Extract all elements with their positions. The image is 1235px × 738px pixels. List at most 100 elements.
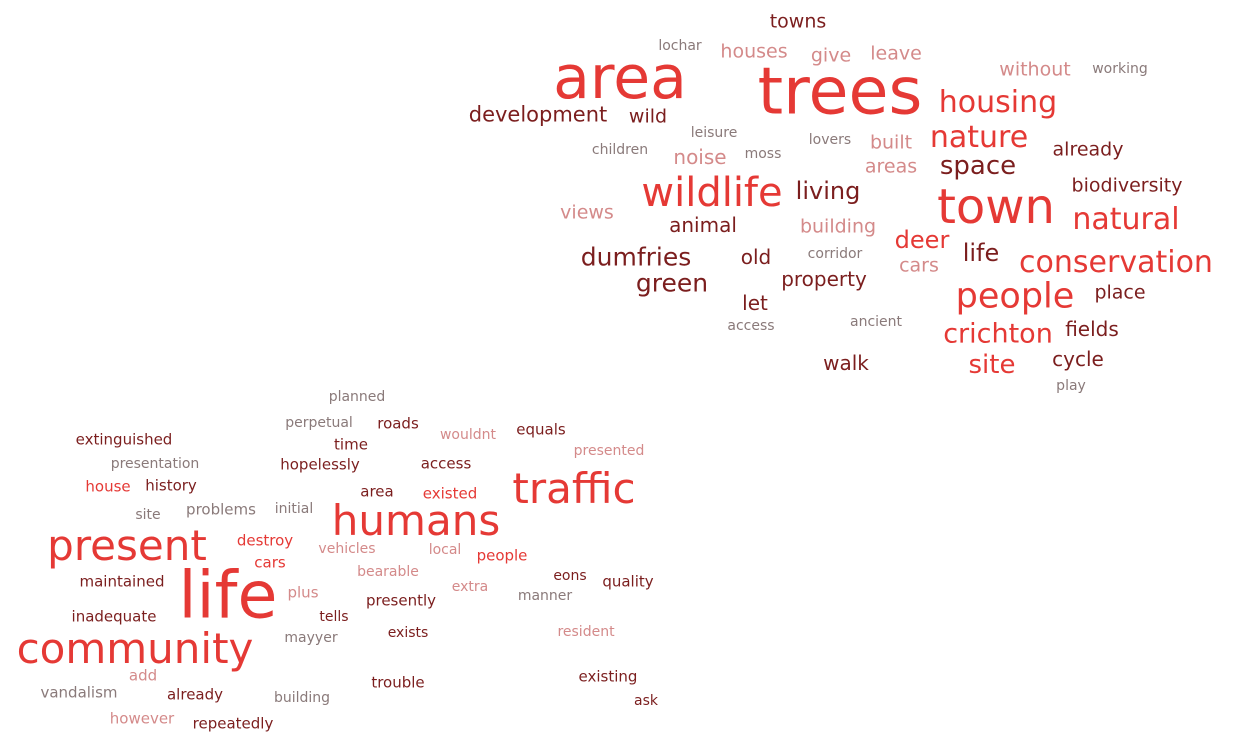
word-area: area bbox=[360, 482, 394, 501]
word-mayyer: mayyer bbox=[284, 630, 338, 646]
word-already: already bbox=[1052, 138, 1124, 161]
word-towns: towns bbox=[769, 10, 827, 33]
word-leisure: leisure bbox=[690, 125, 738, 141]
word-fields: fields bbox=[1065, 317, 1119, 341]
word-presented: presented bbox=[573, 443, 645, 459]
word-inadequate: inadequate bbox=[71, 607, 157, 626]
word-resident: resident bbox=[557, 624, 615, 640]
word-existed: existed bbox=[422, 484, 478, 503]
word-children: children bbox=[591, 142, 649, 158]
word-plus: plus bbox=[287, 583, 319, 602]
word-lovers: lovers bbox=[808, 132, 852, 148]
word-trees: trees bbox=[757, 54, 923, 130]
word-access: access bbox=[727, 318, 775, 334]
word-views: views bbox=[560, 201, 614, 224]
word-people: people bbox=[476, 546, 528, 565]
word-present: present bbox=[47, 521, 207, 570]
word-initial: initial bbox=[274, 501, 314, 517]
word-without: without bbox=[999, 58, 1071, 81]
word-presentation: presentation bbox=[110, 456, 200, 472]
word-hopelessly: hopelessly bbox=[280, 455, 360, 474]
word-working: working bbox=[1092, 61, 1148, 77]
word-biodiversity: biodiversity bbox=[1071, 174, 1183, 197]
word-ancient: ancient bbox=[849, 314, 903, 330]
word-presently: presently bbox=[365, 591, 437, 610]
word-give: give bbox=[810, 44, 852, 67]
word-perpetual: perpetual bbox=[285, 415, 353, 431]
word-time: time bbox=[334, 435, 368, 454]
word-site: site bbox=[968, 350, 1016, 380]
word-add: add bbox=[128, 666, 158, 685]
word-crichton: crichton bbox=[943, 318, 1053, 350]
word-old: old bbox=[740, 245, 772, 269]
word-tells: tells bbox=[319, 609, 349, 625]
word-extra: extra bbox=[451, 579, 489, 595]
word-moss: moss bbox=[744, 146, 782, 162]
word-trouble: trouble bbox=[371, 673, 425, 692]
word-space: space bbox=[939, 151, 1017, 181]
word-site: site bbox=[135, 507, 161, 523]
word-let: let bbox=[742, 291, 768, 315]
word-houses: houses bbox=[720, 40, 788, 63]
word-housing: housing bbox=[938, 85, 1058, 120]
word-equals: equals bbox=[516, 420, 566, 439]
word-life: life bbox=[962, 239, 1000, 267]
word-conservation: conservation bbox=[1019, 245, 1213, 280]
word-walk: walk bbox=[823, 351, 869, 375]
word-already: already bbox=[166, 685, 224, 704]
word-cycle: cycle bbox=[1052, 347, 1104, 371]
word-living: living bbox=[795, 177, 861, 205]
word-wildlife: wildlife bbox=[641, 170, 783, 216]
word-built: built bbox=[869, 131, 913, 154]
word-dumfries: dumfries bbox=[580, 242, 692, 272]
word-life: life bbox=[178, 558, 278, 634]
word-property: property bbox=[781, 267, 867, 291]
word-leave: leave bbox=[870, 42, 922, 65]
word-wild: wild bbox=[628, 105, 668, 128]
word-planned: planned bbox=[328, 389, 386, 405]
word-building: building bbox=[273, 690, 331, 706]
word-wouldnt: wouldnt bbox=[439, 427, 497, 443]
word-building: building bbox=[799, 215, 877, 238]
word-maintained: maintained bbox=[79, 572, 165, 591]
word-ask: ask bbox=[634, 693, 658, 709]
word-town: town bbox=[937, 179, 1055, 235]
word-play: play bbox=[1056, 378, 1086, 394]
word-destroy: destroy bbox=[236, 531, 294, 550]
word-development: development bbox=[468, 102, 608, 127]
word-people: people bbox=[955, 276, 1075, 317]
word-local: local bbox=[428, 542, 462, 558]
word-quality: quality bbox=[602, 572, 654, 591]
word-animal: animal bbox=[669, 213, 737, 237]
word-community: community bbox=[16, 624, 254, 673]
word-lochar: lochar bbox=[658, 38, 702, 54]
word-exists: exists bbox=[387, 625, 429, 641]
word-manner: manner bbox=[517, 588, 573, 604]
word-problems: problems bbox=[186, 500, 256, 519]
word-eons: eons bbox=[553, 568, 587, 584]
word-natural: natural bbox=[1072, 202, 1180, 237]
word-humans: humans bbox=[331, 496, 501, 545]
word-area: area bbox=[553, 43, 687, 113]
word-corridor: corridor bbox=[807, 246, 863, 262]
word-place: place bbox=[1094, 281, 1146, 304]
word-cars: cars bbox=[899, 254, 939, 277]
word-deer: deer bbox=[894, 226, 950, 254]
word-repeatedly: repeatedly bbox=[192, 714, 274, 733]
word-vandalism: vandalism bbox=[40, 683, 118, 702]
word-vehicles: vehicles bbox=[318, 541, 376, 557]
word-extinguished: extinguished bbox=[75, 430, 173, 449]
word-cars: cars bbox=[254, 553, 286, 572]
word-noise: noise bbox=[673, 145, 727, 169]
word-areas: areas bbox=[864, 155, 918, 178]
word-green: green bbox=[635, 268, 709, 298]
word-traffic: traffic bbox=[512, 464, 636, 513]
word-history: history bbox=[145, 476, 197, 495]
word-however: however bbox=[109, 709, 175, 728]
word-roads: roads bbox=[377, 414, 419, 433]
word-nature: nature bbox=[929, 120, 1029, 155]
word-existing: existing bbox=[578, 667, 638, 686]
word-house: house bbox=[85, 477, 131, 496]
word-bearable: bearable bbox=[357, 564, 419, 580]
